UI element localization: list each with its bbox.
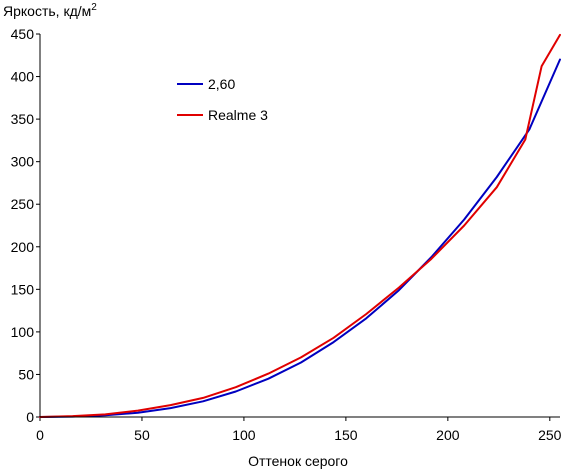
y-tick-label: 250	[11, 196, 35, 212]
series-lines	[39, 33, 561, 418]
y-tick-label: 100	[11, 324, 35, 340]
y-tick-label: 150	[11, 281, 35, 297]
legend-label-1: 2,60	[208, 76, 235, 92]
y-tick-label: 50	[18, 366, 34, 382]
series-line-2	[39, 33, 561, 418]
y-tick-label: 400	[11, 69, 35, 85]
x-tick-label: 50	[134, 427, 150, 443]
x-ticks: 0 50 100 150 200 250	[36, 417, 562, 443]
legend: 2,60 Realme 3	[177, 76, 268, 123]
x-tick-label: 0	[36, 427, 44, 443]
y-tick-label: 200	[11, 239, 35, 255]
y-axis-title-superscript: 2	[91, 2, 97, 13]
y-tick-label: 450	[11, 26, 35, 42]
x-tick-label: 100	[232, 427, 256, 443]
y-tick-label: 300	[11, 154, 35, 170]
x-tick-label: 150	[334, 427, 358, 443]
axes	[39, 34, 560, 418]
x-axis-title: Оттенок серого	[248, 453, 348, 469]
series-line-1	[39, 58, 561, 418]
legend-label-2: Realme 3	[208, 107, 268, 123]
y-tick-label: 0	[26, 409, 34, 425]
y-axis-title: Яркость, кд/м2	[3, 2, 97, 19]
y-tick-label: 350	[11, 111, 35, 127]
x-tick-label: 200	[436, 427, 460, 443]
y-ticks: 0 50 100 150 200 250 300 350 400 450	[11, 26, 40, 425]
x-tick-label: 250	[538, 427, 562, 443]
